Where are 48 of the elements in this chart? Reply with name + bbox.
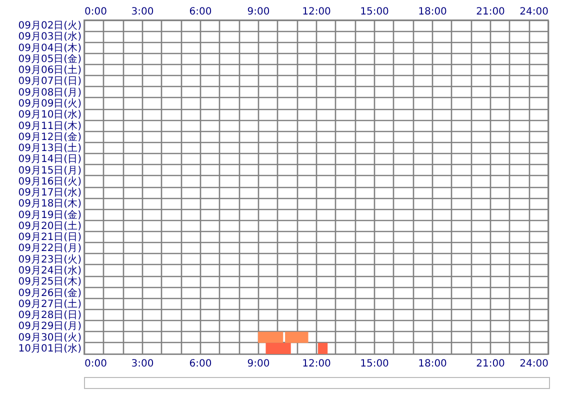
- y-tick-label: 09月17日(水): [18, 186, 82, 199]
- y-tick-label: 09月27日(土): [18, 298, 82, 310]
- x2-tick-label: 24:00: [520, 358, 548, 370]
- x2-tick-label: 9:00: [247, 358, 270, 370]
- x-tick-label: 3:00: [131, 6, 154, 18]
- y-tick-label: 09月18日(木): [18, 198, 82, 210]
- y-tick-label: 09月16日(火): [18, 175, 82, 188]
- y-tick-label: 09月10日(水): [18, 108, 82, 121]
- y-tick-label: 09月19日(金): [18, 208, 82, 221]
- x-tick-label: 6:00: [189, 6, 212, 18]
- x-tick-label: 15:00: [360, 6, 389, 18]
- y-tick-label: 09月07日(日): [18, 76, 82, 88]
- y-tick-label: 09月09日(火): [18, 98, 82, 110]
- y-tick-label: 09月21日(日): [18, 232, 82, 244]
- y-tick-label: 09月04日(木): [18, 42, 82, 54]
- x2-tick-label: 18:00: [418, 358, 447, 370]
- x2-tick-label: 21:00: [476, 358, 505, 370]
- y-tick-label: 09月25日(木): [18, 276, 82, 288]
- y-tick-label: 09月22日(月): [18, 243, 82, 254]
- y-tick-label: 09月23日(火): [18, 253, 82, 266]
- x-tick-label: 21:00: [476, 6, 505, 18]
- y-tick-label: 09月29日(月): [18, 321, 82, 332]
- y-tick-label: 09月28日(日): [18, 310, 82, 322]
- x2-tick-label: 3:00: [131, 358, 154, 370]
- y-tick-label: 09月24日(水): [18, 264, 82, 276]
- x2-tick-label: 15:00: [360, 358, 389, 370]
- x2-tick-label: 12:00: [302, 358, 331, 370]
- x2-tick-label: 6:00: [189, 358, 212, 370]
- y-tick-label: 09月30日(火): [18, 331, 82, 344]
- y-tick-label: 09月05日(金): [18, 52, 82, 65]
- x2-tick-label: 0:00: [84, 358, 107, 370]
- y-tick-label: 10月01日(水): [18, 342, 82, 354]
- y-tick-label: 09月20日(土): [18, 220, 82, 232]
- y-tick-label: 09月14日(日): [18, 154, 82, 166]
- x-tick-label: 12:00: [302, 6, 331, 18]
- y-tick-label: 09月03日(水): [18, 30, 82, 43]
- y-tick-label: 09月15日(月): [18, 165, 82, 176]
- x-tick-label: 24:00: [520, 6, 548, 18]
- x-tick-label: 0:00: [84, 6, 107, 18]
- y-tick-label: 09月12日(金): [18, 130, 82, 143]
- y-tick-label: 09月13日(土): [18, 142, 82, 154]
- y-tick-label: 09月06日(土): [18, 64, 82, 76]
- x-tick-label: 18:00: [418, 6, 447, 18]
- y-tick-label: 09月26日(金): [18, 286, 82, 299]
- y-tick-label: 09月08日(月): [18, 87, 82, 98]
- x-tick-label: 9:00: [247, 6, 270, 18]
- y-tick-label: 09月02日(火): [18, 20, 82, 32]
- y-tick-label: 09月11日(木): [18, 120, 82, 132]
